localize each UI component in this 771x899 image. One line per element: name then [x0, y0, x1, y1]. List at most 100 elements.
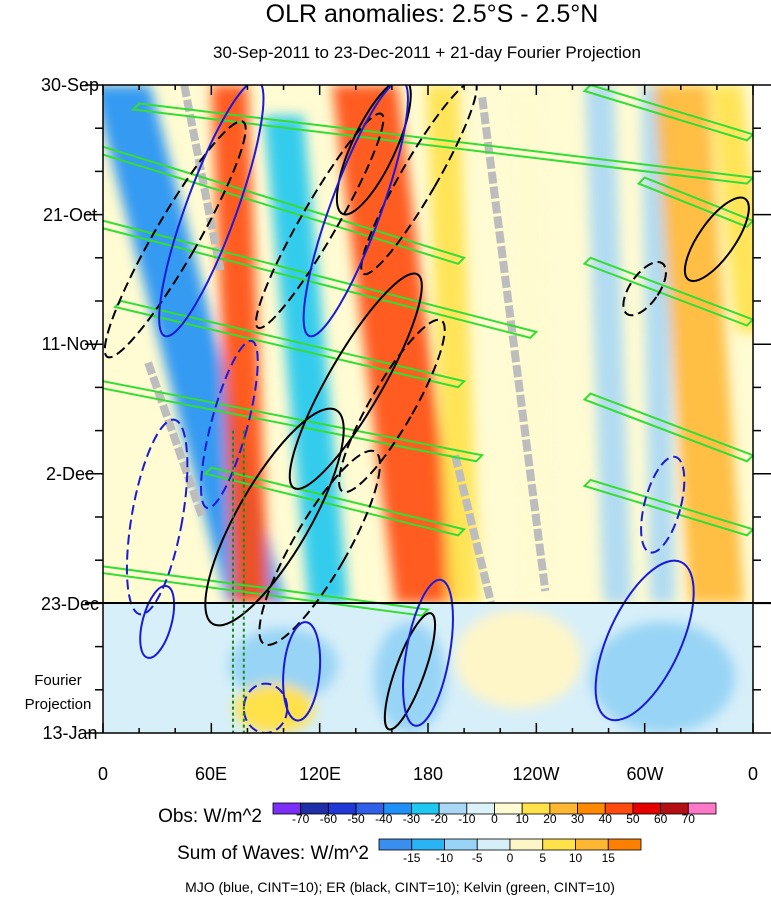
projection-blobs-group — [103, 609, 735, 733]
er-contour — [338, 318, 446, 494]
kelvin-contour — [636, 176, 753, 228]
mjo-contours — [125, 85, 695, 733]
x-tick-label: 120W — [512, 764, 559, 784]
y-tick-label: 2-Dec — [46, 464, 94, 484]
y-tick-label: 30-Sep — [41, 75, 99, 95]
missing-data-streak — [478, 96, 550, 592]
fourier-projection-field — [103, 603, 753, 733]
er-contour — [360, 85, 478, 276]
anomaly-band — [709, 85, 753, 332]
obs-colorbar-tick-label: -20 — [430, 812, 448, 826]
observed-olr-field — [103, 85, 753, 604]
missing-data-streak — [451, 454, 496, 605]
x-tick-label: 0 — [98, 764, 108, 784]
projection-blob — [373, 621, 447, 733]
waves-colorbar-swatch — [378, 838, 413, 851]
x-tick-label: 180 — [413, 764, 443, 784]
kelvin-contour — [103, 219, 539, 339]
kelvin-contour — [103, 565, 431, 617]
waves-colorbar-tick-label: 0 — [507, 851, 514, 865]
mjo-contour — [200, 339, 259, 510]
kelvin-contour — [582, 256, 753, 327]
y-tick-label: 11-Nov — [42, 334, 99, 354]
waves-colorbar-tick-label: -10 — [436, 851, 454, 865]
er-contour — [383, 612, 437, 731]
anomaly-band — [211, 85, 270, 604]
anomaly-band — [653, 85, 744, 604]
waves-colorbar-swatch — [607, 838, 642, 851]
obs-colorbar-tick-label: -40 — [375, 812, 393, 826]
waves-colorbar-tick-label: -15 — [403, 851, 421, 865]
obs-colorbar-tick-label: -70 — [292, 812, 310, 826]
er-contour — [255, 112, 385, 330]
obs-colorbar-tick-label: -30 — [403, 812, 421, 826]
y-tick-label: 21-Oct — [43, 205, 97, 225]
waves-colorbar — [378, 838, 642, 851]
anomaly-band — [263, 115, 349, 604]
y-tick-label: 23-Dec — [41, 594, 99, 614]
waves-colorbar-tick-label: 10 — [569, 851, 583, 865]
footnote: MJO (blue, CINT=10); ER (black, CINT=10)… — [185, 879, 615, 895]
waves-colorbar-swatch — [444, 838, 478, 851]
obs-colorbar-tick-label: 60 — [654, 812, 668, 826]
obs-colorbar-ticks: -70 -60 -50 -40 -30 -20 -10 0 10 20 30 40 50 60 70 — [292, 812, 695, 826]
kelvin-contour — [582, 85, 753, 142]
er-contour — [335, 85, 412, 216]
waves-colorbar-ticks: -15 -10 -5 0 5 10 15 — [403, 851, 615, 865]
waves-colorbar-label: Sum of Waves: W/m^2 — [177, 843, 369, 864]
obs-colorbar-label: Obs: W/m^2 — [158, 806, 262, 827]
green-dotted-lines — [232, 430, 245, 733]
mjo-contour — [125, 418, 189, 616]
waves-colorbar-swatch — [542, 838, 576, 851]
kelvin-contour — [130, 102, 753, 185]
x-tick-label: 0 — [748, 764, 758, 784]
waves-colorbar-tick-label: 5 — [539, 851, 546, 865]
er-wave-contours — [103, 85, 750, 731]
obs-colorbar-tick-label: 70 — [682, 812, 696, 826]
anomaly-band — [502, 85, 562, 604]
waves-colorbar-swatch — [509, 838, 544, 851]
waves-colorbar-tick-label: 15 — [602, 851, 616, 865]
er-contour — [288, 272, 423, 490]
chart-subtitle: 30-Sep-2011 to 23-Dec-2011 + 21-day Four… — [213, 43, 641, 62]
anomaly-band — [332, 85, 461, 604]
kelvin-contour — [103, 145, 466, 265]
obs-colorbar-tick-label: -60 — [320, 812, 338, 826]
mjo-contour — [282, 621, 322, 722]
kelvin-contour — [582, 478, 753, 537]
observed-bands-group — [103, 85, 753, 604]
obs-colorbar-tick-label: 30 — [571, 812, 585, 826]
projection-blob — [590, 621, 735, 733]
er-contour — [683, 196, 750, 283]
obs-colorbar-swatch — [687, 802, 717, 815]
anomaly-band — [426, 85, 481, 604]
obs-colorbar-tick-label: 0 — [491, 812, 498, 826]
chart-title: OLR anomalies: 2.5°S - 2.5°N — [266, 0, 599, 28]
mjo-contour — [158, 85, 265, 338]
missing-data-streak — [144, 361, 207, 519]
er-contour — [258, 449, 381, 647]
mjo-contour — [594, 559, 695, 722]
x-tick-label: 60E — [195, 764, 227, 784]
projection-blob — [103, 615, 212, 703]
obs-colorbar — [272, 802, 717, 815]
projection-blob — [455, 609, 582, 709]
waves-colorbar-tick-label: -5 — [472, 851, 483, 865]
kelvin-contour — [203, 466, 467, 537]
waves-colorbar-swatch — [575, 838, 609, 851]
waves-colorbar-swatch — [476, 838, 511, 851]
obs-colorbar-tick-label: 20 — [543, 812, 557, 826]
mjo-contour — [302, 85, 409, 338]
waves-colorbar-swatch — [411, 838, 445, 851]
mjo-contour — [139, 584, 176, 659]
mjo-contour — [640, 455, 686, 554]
obs-colorbar-tick-label: 40 — [599, 812, 613, 826]
x-tick-label: 60W — [626, 764, 663, 784]
projection-blob — [234, 683, 315, 733]
x-tick-label: 120E — [299, 764, 341, 784]
mjo-contour — [402, 578, 454, 727]
obs-colorbar-tick-label: 50 — [626, 812, 640, 826]
er-contour — [103, 120, 247, 359]
obs-colorbar-tick-label: -50 — [347, 812, 365, 826]
